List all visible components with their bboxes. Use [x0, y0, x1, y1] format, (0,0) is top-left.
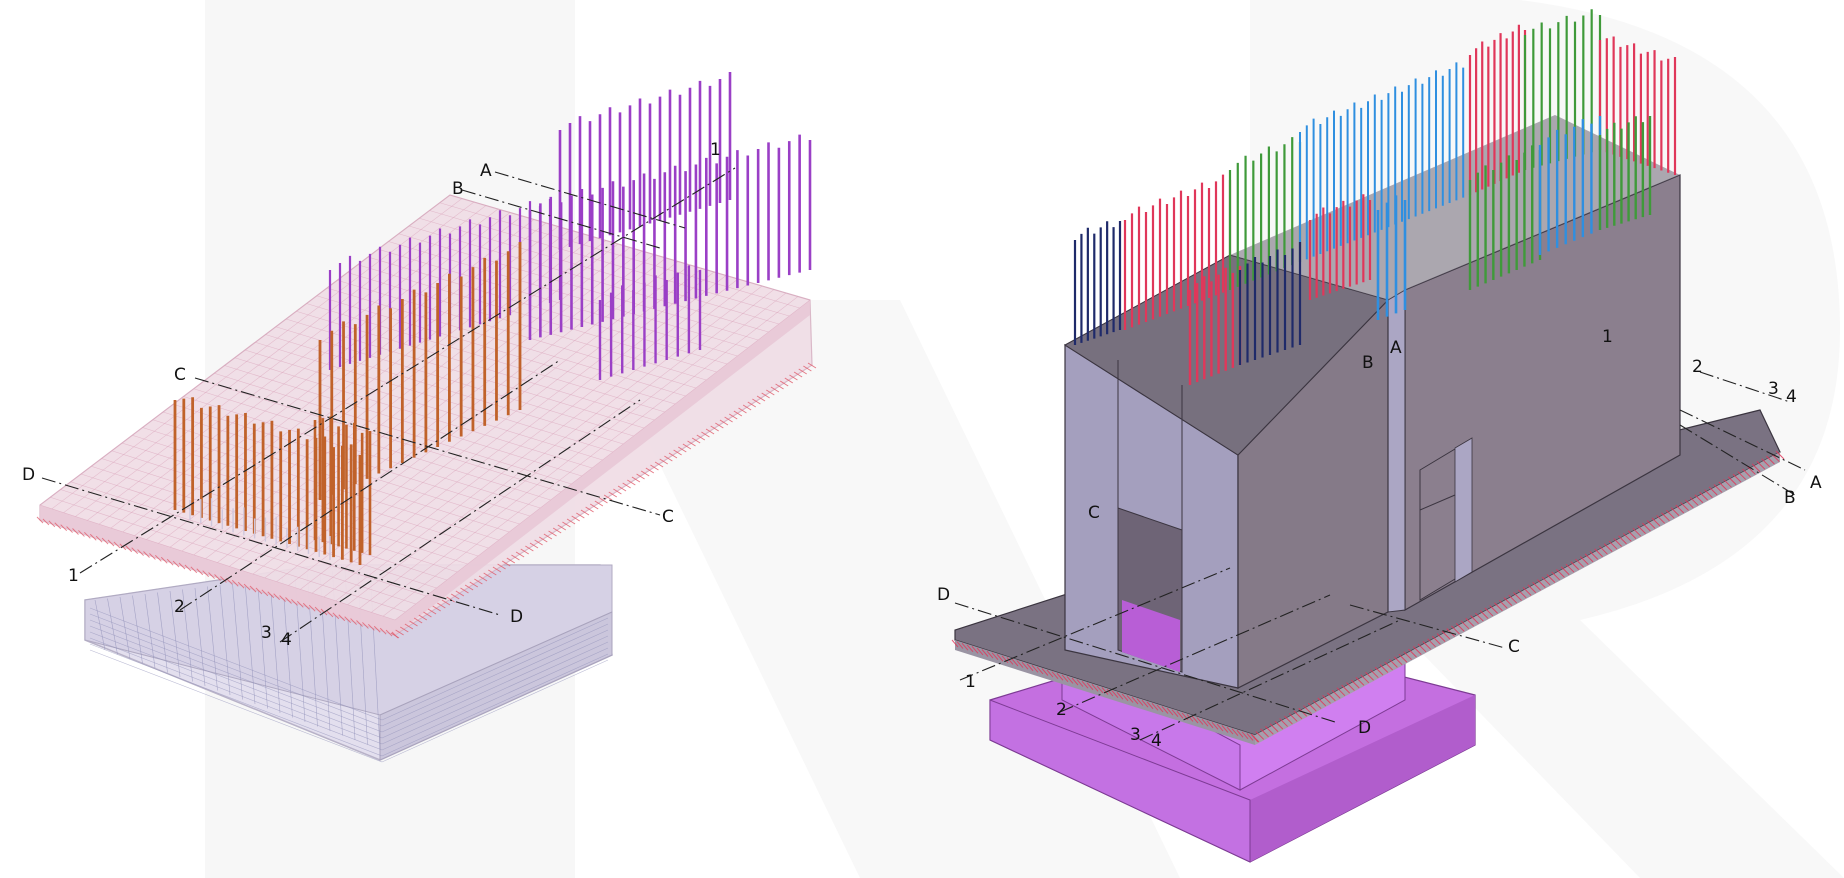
left-grid-labels: A B 1 C C D D 1 2 3 4 [22, 140, 721, 650]
wall-label-A: A [1390, 338, 1402, 358]
grid-label-2-bottom: 2 [1056, 700, 1067, 720]
wall-label-C: C [1088, 503, 1100, 523]
grid-label-D-left: D [22, 465, 35, 485]
grid-label-3: 3 [261, 623, 272, 643]
grid-label-B: B [452, 179, 464, 199]
grid-label-1-bottom: 1 [965, 672, 976, 692]
right-grid-axes [954, 371, 1806, 741]
wall-label-B: B [1362, 353, 1374, 373]
grid-label-A: A [480, 161, 492, 181]
grid-label-1-top: 1 [710, 140, 721, 160]
grid-label-2: 2 [1692, 357, 1703, 377]
grid-label-4: 4 [1786, 387, 1797, 407]
right-slab-mesh [951, 450, 1785, 743]
grid-label-3: 3 [1768, 379, 1779, 399]
grid-label-4: 4 [281, 630, 292, 650]
grid-label-C-right: C [662, 507, 674, 527]
grid-label-3-bottom: 3 [1130, 725, 1141, 745]
grid-label-D-left: D [937, 585, 950, 605]
grid-label-C-top: C [174, 365, 186, 385]
right-wall-model: 1 A B C 2 3 4 A B C D D 1 2 3 4 [937, 9, 1822, 863]
grid-label-C-bottom: C [1508, 637, 1520, 657]
grid-label-D-right: D [510, 607, 523, 627]
wall-label-1: 1 [1602, 327, 1613, 347]
left-rebars [173, 72, 812, 565]
left-rebar-model: A B 1 C C D D 1 2 3 4 [22, 72, 817, 763]
right-grid-labels: 1 A B C 2 3 4 A B C D D 1 2 3 4 [937, 327, 1822, 751]
left-grid-axes [41, 167, 736, 643]
left-foundation-block [84, 564, 613, 763]
right-rebars [1073, 9, 1677, 385]
grid-label-2: 2 [174, 597, 185, 617]
grid-label-4-bottom: 4 [1151, 731, 1162, 751]
grid-label-D-bottom: D [1358, 718, 1371, 738]
left-foundation-mesh [89, 566, 609, 763]
grid-label-A-right: A [1810, 473, 1822, 493]
grid-label-1-left: 1 [68, 566, 79, 586]
grid-label-B-right: B [1784, 488, 1796, 508]
